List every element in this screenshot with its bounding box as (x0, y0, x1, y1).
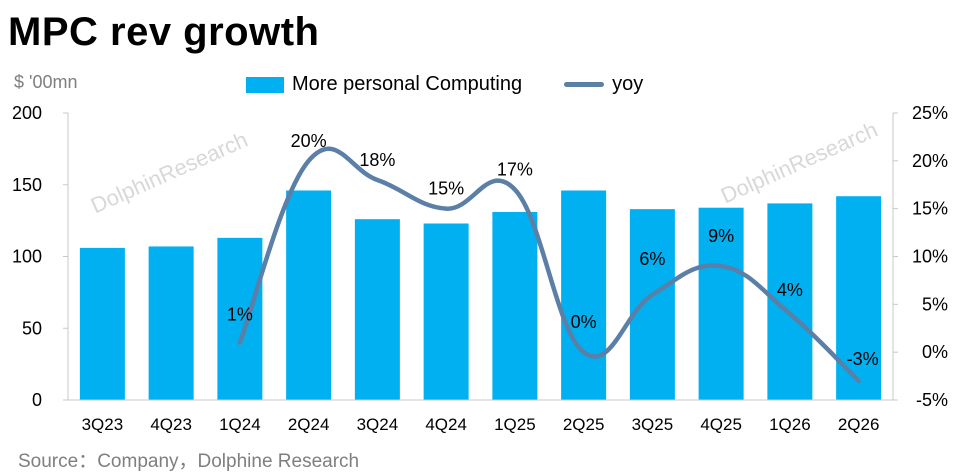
x-tick-label: 1Q26 (769, 415, 811, 434)
x-tick-label: 3Q25 (632, 415, 674, 434)
bar-3Q23 (80, 248, 125, 400)
y-right-tick-label: 0% (922, 342, 948, 362)
x-tick-label: 3Q24 (357, 415, 399, 434)
yoy-data-label: 0% (571, 312, 597, 332)
y-left-tick-label: 200 (12, 103, 42, 123)
bar-3Q24 (355, 219, 400, 400)
bar-4Q23 (149, 246, 194, 400)
yoy-data-label: 9% (708, 226, 734, 246)
yoy-data-label: 20% (291, 131, 327, 151)
chart-title: MPC rev growth (8, 10, 319, 55)
yoy-data-label: 1% (227, 305, 253, 325)
unit-label: $ '00mn (14, 72, 77, 93)
legend-line-label: yoy (612, 73, 643, 96)
x-tick-label: 1Q25 (494, 415, 536, 434)
legend: More personal Computing yoy (246, 73, 643, 96)
y-right-tick-label: 15% (912, 199, 948, 219)
y-right-tick-label: 10% (912, 247, 948, 267)
bar-series (80, 190, 881, 400)
bar-2Q24 (286, 190, 331, 400)
yoy-data-label: 17% (497, 160, 533, 180)
bar-1Q25 (492, 212, 537, 400)
y-left-tick-label: 50 (22, 318, 42, 338)
legend-bar-swatch (246, 77, 284, 93)
y-right-tick-label: 20% (912, 151, 948, 171)
bar-2Q26 (836, 196, 881, 400)
yoy-data-label: 18% (359, 150, 395, 170)
x-tick-label: 4Q24 (425, 415, 467, 434)
x-tick-label: 2Q26 (838, 415, 880, 434)
yoy-data-label: -3% (847, 349, 879, 369)
bar-4Q24 (424, 223, 469, 400)
y-left-tick-label: 150 (12, 175, 42, 195)
x-tick-label: 2Q25 (563, 415, 605, 434)
legend-bar-label: More personal Computing (292, 73, 522, 96)
x-tick-label: 1Q24 (219, 415, 261, 434)
y-right-tick-label: 25% (912, 103, 948, 123)
yoy-data-label: 6% (639, 249, 665, 269)
yoy-line (240, 149, 859, 381)
x-tick-label: 2Q24 (288, 415, 330, 434)
y-right-tick-label: -5% (916, 390, 948, 410)
yoy-data-label: 15% (428, 179, 464, 199)
y-left-tick-label: 0 (32, 390, 42, 410)
yoy-data-label: 4% (777, 280, 803, 300)
x-tick-label: 4Q23 (150, 415, 192, 434)
y-left-tick-label: 100 (12, 247, 42, 267)
bar-2Q25 (561, 190, 606, 400)
yoy-line-series (240, 149, 859, 381)
legend-line-swatch (564, 82, 604, 87)
x-tick-label: 4Q25 (700, 415, 742, 434)
x-tick-label: 3Q23 (82, 415, 124, 434)
bar-3Q25 (630, 209, 675, 400)
y-right-tick-label: 5% (922, 294, 948, 314)
